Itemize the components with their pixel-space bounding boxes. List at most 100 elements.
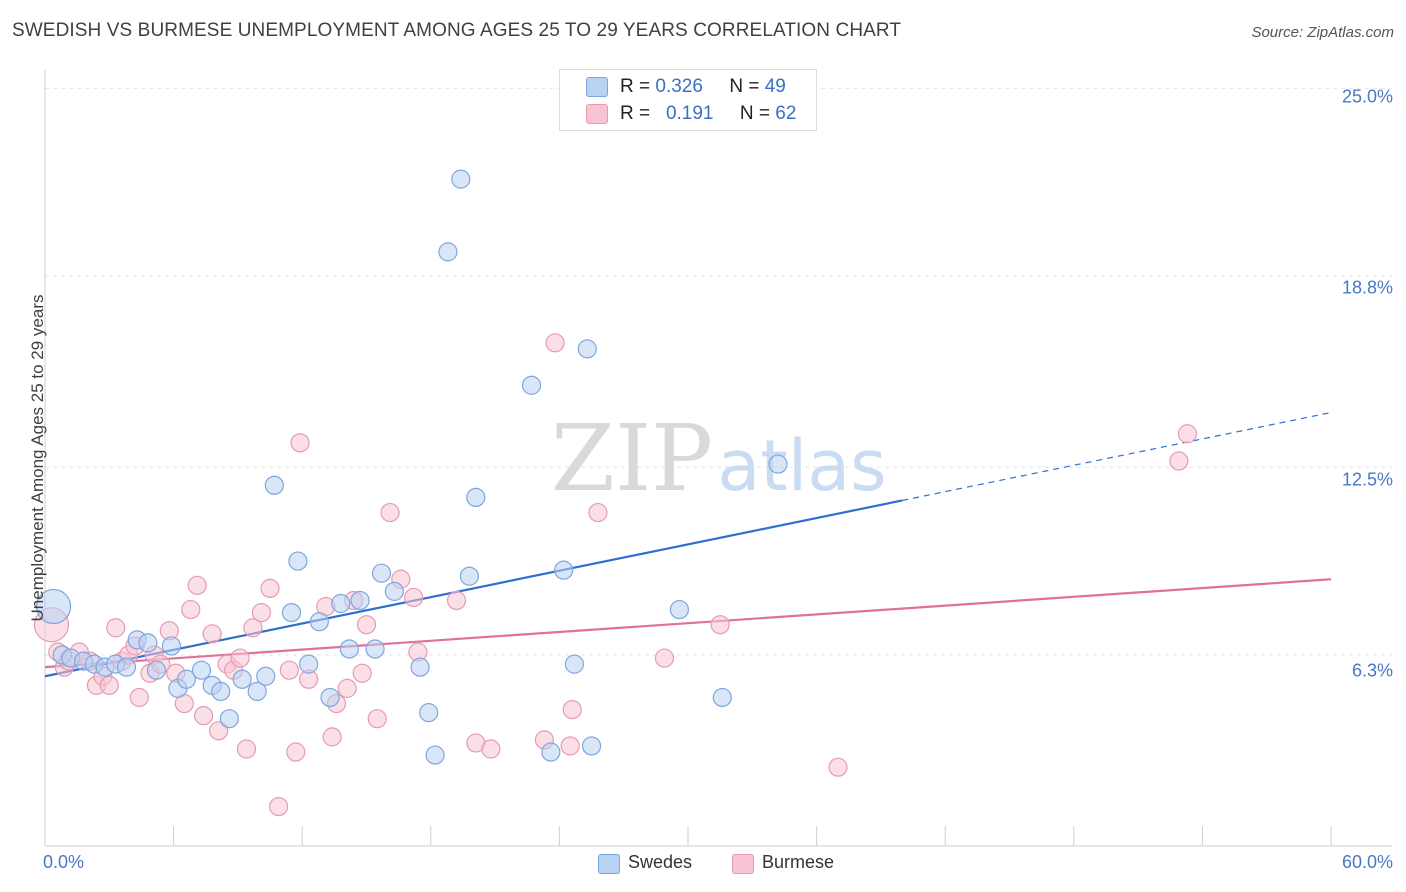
burmese-point [99, 675, 119, 695]
burmese-point [356, 615, 377, 635]
burmese-point [322, 727, 342, 747]
source-label: Source: ZipAtlas.com [1251, 24, 1394, 41]
burmese-point [1169, 451, 1189, 471]
swedes-point [146, 660, 167, 680]
burmese-point [236, 739, 257, 759]
swedes-point [541, 742, 561, 762]
swedes-point [247, 681, 267, 702]
burmese-point [269, 796, 289, 817]
swedes-point [438, 242, 458, 262]
swedes-point [331, 593, 351, 614]
y-tick-label: 18.8% [1341, 277, 1393, 298]
swedes-point [521, 375, 542, 395]
swedes-point [577, 339, 597, 359]
swedes-point [320, 687, 340, 708]
swedes-point [419, 703, 439, 723]
swedes-point [232, 669, 252, 689]
burmese-point [260, 578, 280, 598]
burmese-swatch [586, 104, 608, 124]
grid-lines [45, 87, 1392, 656]
swedes-n-value: 49 [764, 76, 786, 97]
swedes-point [281, 602, 302, 623]
swedes-point [191, 660, 212, 680]
burmese-point [481, 739, 501, 759]
swedes-point [669, 599, 690, 620]
burmese-point [367, 709, 387, 729]
y-tick-label: 25.0% [1341, 86, 1393, 107]
burmese-point [129, 687, 149, 708]
burmese-legend-swatch [732, 854, 754, 874]
swedes-point [466, 487, 486, 508]
burmese-point [352, 663, 372, 683]
legend-label-burmese: Burmese [762, 852, 835, 872]
r-label: R = [620, 103, 656, 124]
swedes-point [176, 669, 197, 689]
burmese-point [279, 660, 299, 680]
swedes-r-value: 0.326 [655, 76, 703, 97]
swedes-point [309, 612, 329, 632]
swedes-point [459, 566, 479, 586]
swedes-point [116, 657, 137, 677]
burmese-point [404, 587, 424, 608]
swedes-legend-swatch [598, 854, 620, 874]
swedes-point [161, 636, 182, 656]
swedes-point [211, 681, 231, 702]
y-tick-label: 6.3% [1351, 660, 1393, 681]
swedes-point [554, 560, 574, 580]
swedes-point [768, 454, 788, 474]
r-label: R = [620, 76, 656, 97]
burmese-point [181, 599, 201, 620]
burmese-point [710, 615, 730, 635]
watermark-atlas: atlas [717, 425, 886, 507]
swedes-point [339, 639, 359, 659]
burmese-point [654, 648, 675, 668]
burmese-point [202, 624, 222, 644]
burmese-point [446, 590, 467, 611]
burmese-r-value: 0.191 [665, 103, 714, 124]
burmese-point [209, 721, 229, 741]
n-label: N = [729, 76, 765, 97]
burmese-point [243, 618, 263, 638]
burmese-point [588, 502, 608, 523]
swedes-point [384, 581, 404, 601]
swedes-point [256, 666, 276, 686]
swedes-point [264, 475, 284, 495]
n-label: N = [739, 103, 776, 124]
burmese-point [337, 678, 357, 698]
burmese-trend-line [44, 578, 1332, 669]
burmese-point [251, 602, 272, 623]
swedes-point [138, 633, 158, 653]
burmese-point [286, 742, 306, 762]
swedes-point [365, 639, 385, 659]
y-axis-label: Unemployment Among Ages 25 to 29 years [28, 294, 47, 622]
burmese-point [194, 706, 214, 726]
burmese-point [380, 502, 400, 523]
y-tick-label: 12.5% [1341, 469, 1393, 490]
burmese-point [106, 618, 126, 638]
burmese-point [230, 648, 250, 668]
swedes-point [299, 654, 319, 674]
swedes-point [581, 736, 602, 756]
swedes-point [350, 590, 370, 611]
swedes-point [410, 657, 430, 677]
swedes-point [219, 709, 239, 729]
swedes-trend-line [44, 499, 903, 678]
x-tick-label-min: 0.0% [43, 852, 85, 872]
burmese-n-value: 62 [775, 103, 797, 124]
x-tick-label-max: 60.0% [1341, 852, 1393, 872]
swedes-point [451, 169, 471, 189]
swedes-point [288, 551, 308, 571]
swedes-point [564, 654, 585, 674]
burmese-point [562, 699, 582, 720]
swedes-point [371, 563, 392, 583]
swedes-point [712, 687, 732, 708]
burmese-point [560, 736, 580, 756]
burmese-point [1177, 424, 1197, 444]
trend-lines [44, 411, 1332, 678]
chart-title: SWEDISH VS BURMESE UNEMPLOYMENT AMONG AG… [12, 20, 902, 41]
swedes-trend-extension [902, 411, 1332, 502]
watermark-zip: ZIP [551, 405, 713, 512]
burmese-point [290, 433, 310, 453]
swedes-point [35, 588, 72, 625]
